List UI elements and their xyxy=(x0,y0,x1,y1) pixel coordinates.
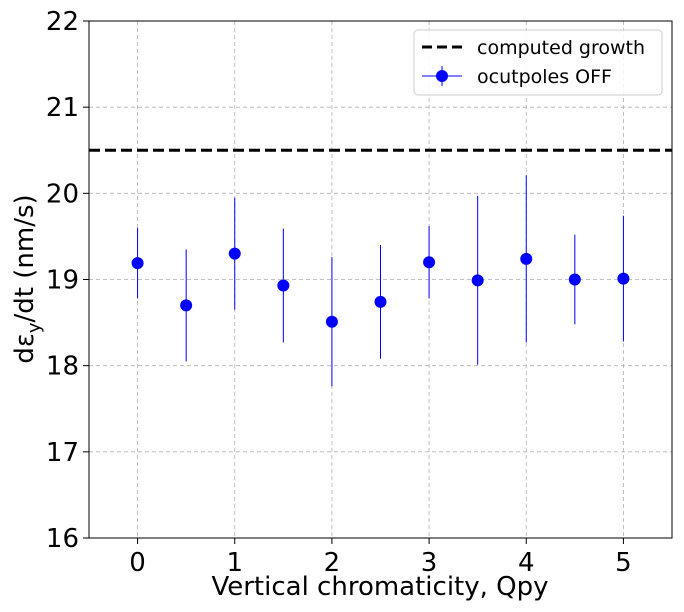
x-tick-label: 3 xyxy=(421,548,438,578)
x-tick-label: 2 xyxy=(324,548,341,578)
x-axis-ticks: 0 1 2 3 4 5 xyxy=(129,538,632,578)
y-axis-label: dεy/dt (nm/s) xyxy=(10,194,45,363)
data-point xyxy=(471,274,484,287)
data-point xyxy=(568,273,581,286)
legend-marker-swatch xyxy=(436,70,448,82)
y-tick-label: 17 xyxy=(46,438,79,468)
data-point xyxy=(180,299,193,312)
legend-label-series: ocutpoles OFF xyxy=(477,66,612,88)
y-tick-label: 18 xyxy=(46,352,79,382)
legend: computed growth ocutpoles OFF xyxy=(413,29,663,96)
y-axis-ticks: 16 17 18 19 20 21 22 xyxy=(46,7,89,554)
y-axis-label-main: dε xyxy=(10,333,40,364)
x-tick-label: 1 xyxy=(226,548,243,578)
y-tick-label: 16 xyxy=(46,524,79,554)
y-tick-label: 20 xyxy=(46,179,79,209)
y-tick-label: 21 xyxy=(46,93,79,123)
y-axis-label-tail: /dt (nm/s) xyxy=(10,194,40,322)
data-point xyxy=(228,247,241,260)
x-axis-label: Vertical chromaticity, Qpy xyxy=(211,572,548,602)
x-tick-label: 0 xyxy=(129,548,146,578)
data-points xyxy=(131,175,630,387)
x-tick-label: 4 xyxy=(518,548,535,578)
data-point xyxy=(325,315,338,328)
data-point xyxy=(520,252,533,265)
data-point xyxy=(131,257,144,270)
x-tick-label: 5 xyxy=(615,548,632,578)
y-tick-label: 19 xyxy=(46,266,79,296)
y-axis-label-sub: y xyxy=(24,322,45,333)
data-point xyxy=(423,256,436,269)
legend-box xyxy=(413,29,663,96)
y-tick-label: 22 xyxy=(46,7,79,37)
data-point xyxy=(277,279,290,292)
data-point xyxy=(374,295,387,308)
data-point xyxy=(617,272,630,285)
legend-label-computed-growth: computed growth xyxy=(477,37,645,59)
